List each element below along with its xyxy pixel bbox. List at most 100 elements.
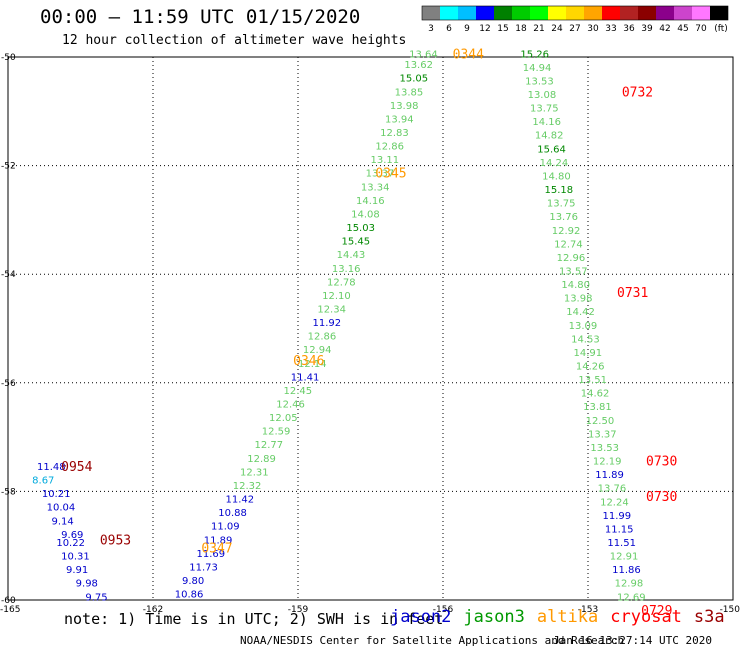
wave-height-value: 13.75 xyxy=(547,199,576,210)
wave-height-value: 12.69 xyxy=(617,592,646,603)
wave-height-value: 13.16 xyxy=(332,264,361,275)
wave-height-value: 12.46 xyxy=(276,400,305,411)
lon-tick-label: -159 xyxy=(288,605,309,615)
wave-height-value: 11.99 xyxy=(603,511,632,522)
scale-swatch xyxy=(476,6,494,20)
wave-height-value: 9.75 xyxy=(85,592,107,603)
chart-subtitle: 12 hour collection of altimeter wave hei… xyxy=(62,33,407,48)
scale-label: 6 xyxy=(446,24,452,34)
wave-height-value: 12.34 xyxy=(317,304,346,315)
wave-height-value: 13.37 xyxy=(366,169,395,180)
scale-label: 12 xyxy=(479,24,490,34)
scale-swatch xyxy=(710,6,728,20)
scale-swatch xyxy=(602,6,620,20)
scale-label: 30 xyxy=(587,24,599,34)
scale-swatch xyxy=(692,6,710,20)
wave-height-value: 12.96 xyxy=(557,253,586,264)
wave-height-value: 11.51 xyxy=(607,538,636,549)
scale-swatch xyxy=(656,6,674,20)
wave-height-value: 12.05 xyxy=(269,413,298,424)
scale-swatch xyxy=(494,6,512,20)
wave-height-value: 11.41 xyxy=(291,372,320,383)
scale-swatch xyxy=(584,6,602,20)
pass-time-label: 0730 xyxy=(646,455,677,470)
pass-time-label: 0346 xyxy=(293,354,324,369)
pass-time-label: 0345 xyxy=(375,167,406,182)
legend-altika: altika xyxy=(536,607,599,627)
grid-lines xyxy=(8,57,733,600)
lon-tick-label: -153 xyxy=(578,605,598,615)
wave-height-value: 13.57 xyxy=(559,266,588,277)
wave-height-value: 12.10 xyxy=(322,291,351,302)
wave-height-value: 14.16 xyxy=(356,196,385,207)
scale-label: 27 xyxy=(569,24,580,34)
wave-height-value: 14.62 xyxy=(581,389,610,400)
pass-time-label: 0732 xyxy=(622,85,653,100)
wave-height-value: 11.92 xyxy=(313,318,342,329)
wave-height-value: 13.11 xyxy=(371,155,400,166)
wave-height-value: 10.21 xyxy=(42,489,71,500)
pass-time-label: 0347 xyxy=(201,541,232,556)
wave-height-value: 12.74 xyxy=(554,239,583,250)
pass-time-label: 0729 xyxy=(641,604,672,619)
wave-height-value: 13.37 xyxy=(588,429,617,440)
footer-note: note: 1) Time is in UTC; 2) SWH is in fe… xyxy=(64,610,444,628)
wave-height-value: 10.31 xyxy=(61,552,90,563)
scale-label: 18 xyxy=(515,24,527,34)
axis-tick-labels: -50 -52 -54 -56 -58 -60-165 -162 -159 -156 -153 -1… xyxy=(0,53,740,615)
wave-height-value: 13.34 xyxy=(361,182,390,193)
wave-height-value: 12.94 xyxy=(303,345,332,356)
wave-height-value: 12.19 xyxy=(593,457,622,468)
scale-swatch xyxy=(512,6,530,20)
lon-tick-label: -156 xyxy=(433,605,454,615)
wave-height-value: 12.45 xyxy=(284,386,313,397)
wave-height-value: 12.77 xyxy=(255,440,284,451)
wave-height-value: 12.14 xyxy=(298,359,327,370)
scale-label: 45 xyxy=(677,24,688,34)
wave-height-value: 14.24 xyxy=(540,158,569,169)
pass-time-label: 0954 xyxy=(61,460,92,475)
wave-height-value: 15.03 xyxy=(346,223,375,234)
lat-tick-label: -56 xyxy=(1,379,16,389)
wave-height-value: 14.82 xyxy=(535,131,564,142)
lon-tick-label: -165 xyxy=(0,605,20,615)
wave-height-value: 9.98 xyxy=(76,579,98,590)
wave-height-value: 13.09 xyxy=(569,321,598,332)
wave-height-value: 11.48 xyxy=(37,462,66,473)
scale-swatch xyxy=(422,6,440,20)
wave-height-value: 13.81 xyxy=(583,402,612,413)
wave-height-value: 14.94 xyxy=(523,63,552,74)
lat-tick-label: -60 xyxy=(1,596,16,606)
wave-height-value: 10.22 xyxy=(56,538,85,549)
wave-height-value: 15.05 xyxy=(400,74,429,85)
wave-height-value: 11.89 xyxy=(595,470,624,481)
wave-height-value: 15.26 xyxy=(520,49,549,60)
wave-height-value: 15.64 xyxy=(537,144,566,155)
scale-label: 21 xyxy=(533,24,544,34)
wave-height-value: 12.24 xyxy=(600,497,629,508)
wave-height-value: 12.83 xyxy=(380,128,409,139)
wave-height-value: 9.69 xyxy=(61,530,83,541)
wave-height-value: 11.86 xyxy=(612,565,641,576)
wave-height-value: 13.98 xyxy=(564,294,593,305)
wave-height-value: 13.85 xyxy=(395,87,424,98)
scale-swatch xyxy=(548,6,566,20)
wave-height-value: 14.08 xyxy=(351,209,380,220)
pass-time-label: 0730 xyxy=(646,490,677,505)
scale-label: 15 xyxy=(497,24,508,34)
wave-height-value: 12.31 xyxy=(240,467,269,478)
wave-height-value: 11.09 xyxy=(211,522,240,533)
wave-height-value: 9.91 xyxy=(66,565,88,576)
scale-swatch xyxy=(458,6,476,20)
wave-height-value: 11.73 xyxy=(189,562,218,573)
wave-height-value: 11.42 xyxy=(226,495,255,506)
wave-height-value: 8.67 xyxy=(32,476,54,487)
scale-label: 70 xyxy=(695,24,707,34)
scale-label: 33 xyxy=(605,24,616,34)
wave-height-value: 13.75 xyxy=(530,104,559,115)
wave-height-value: 13.51 xyxy=(578,375,607,386)
wave-height-value: 13.98 xyxy=(390,101,419,112)
lat-tick-label: -50 xyxy=(1,53,16,63)
wave-height-value: 13.08 xyxy=(528,90,557,101)
